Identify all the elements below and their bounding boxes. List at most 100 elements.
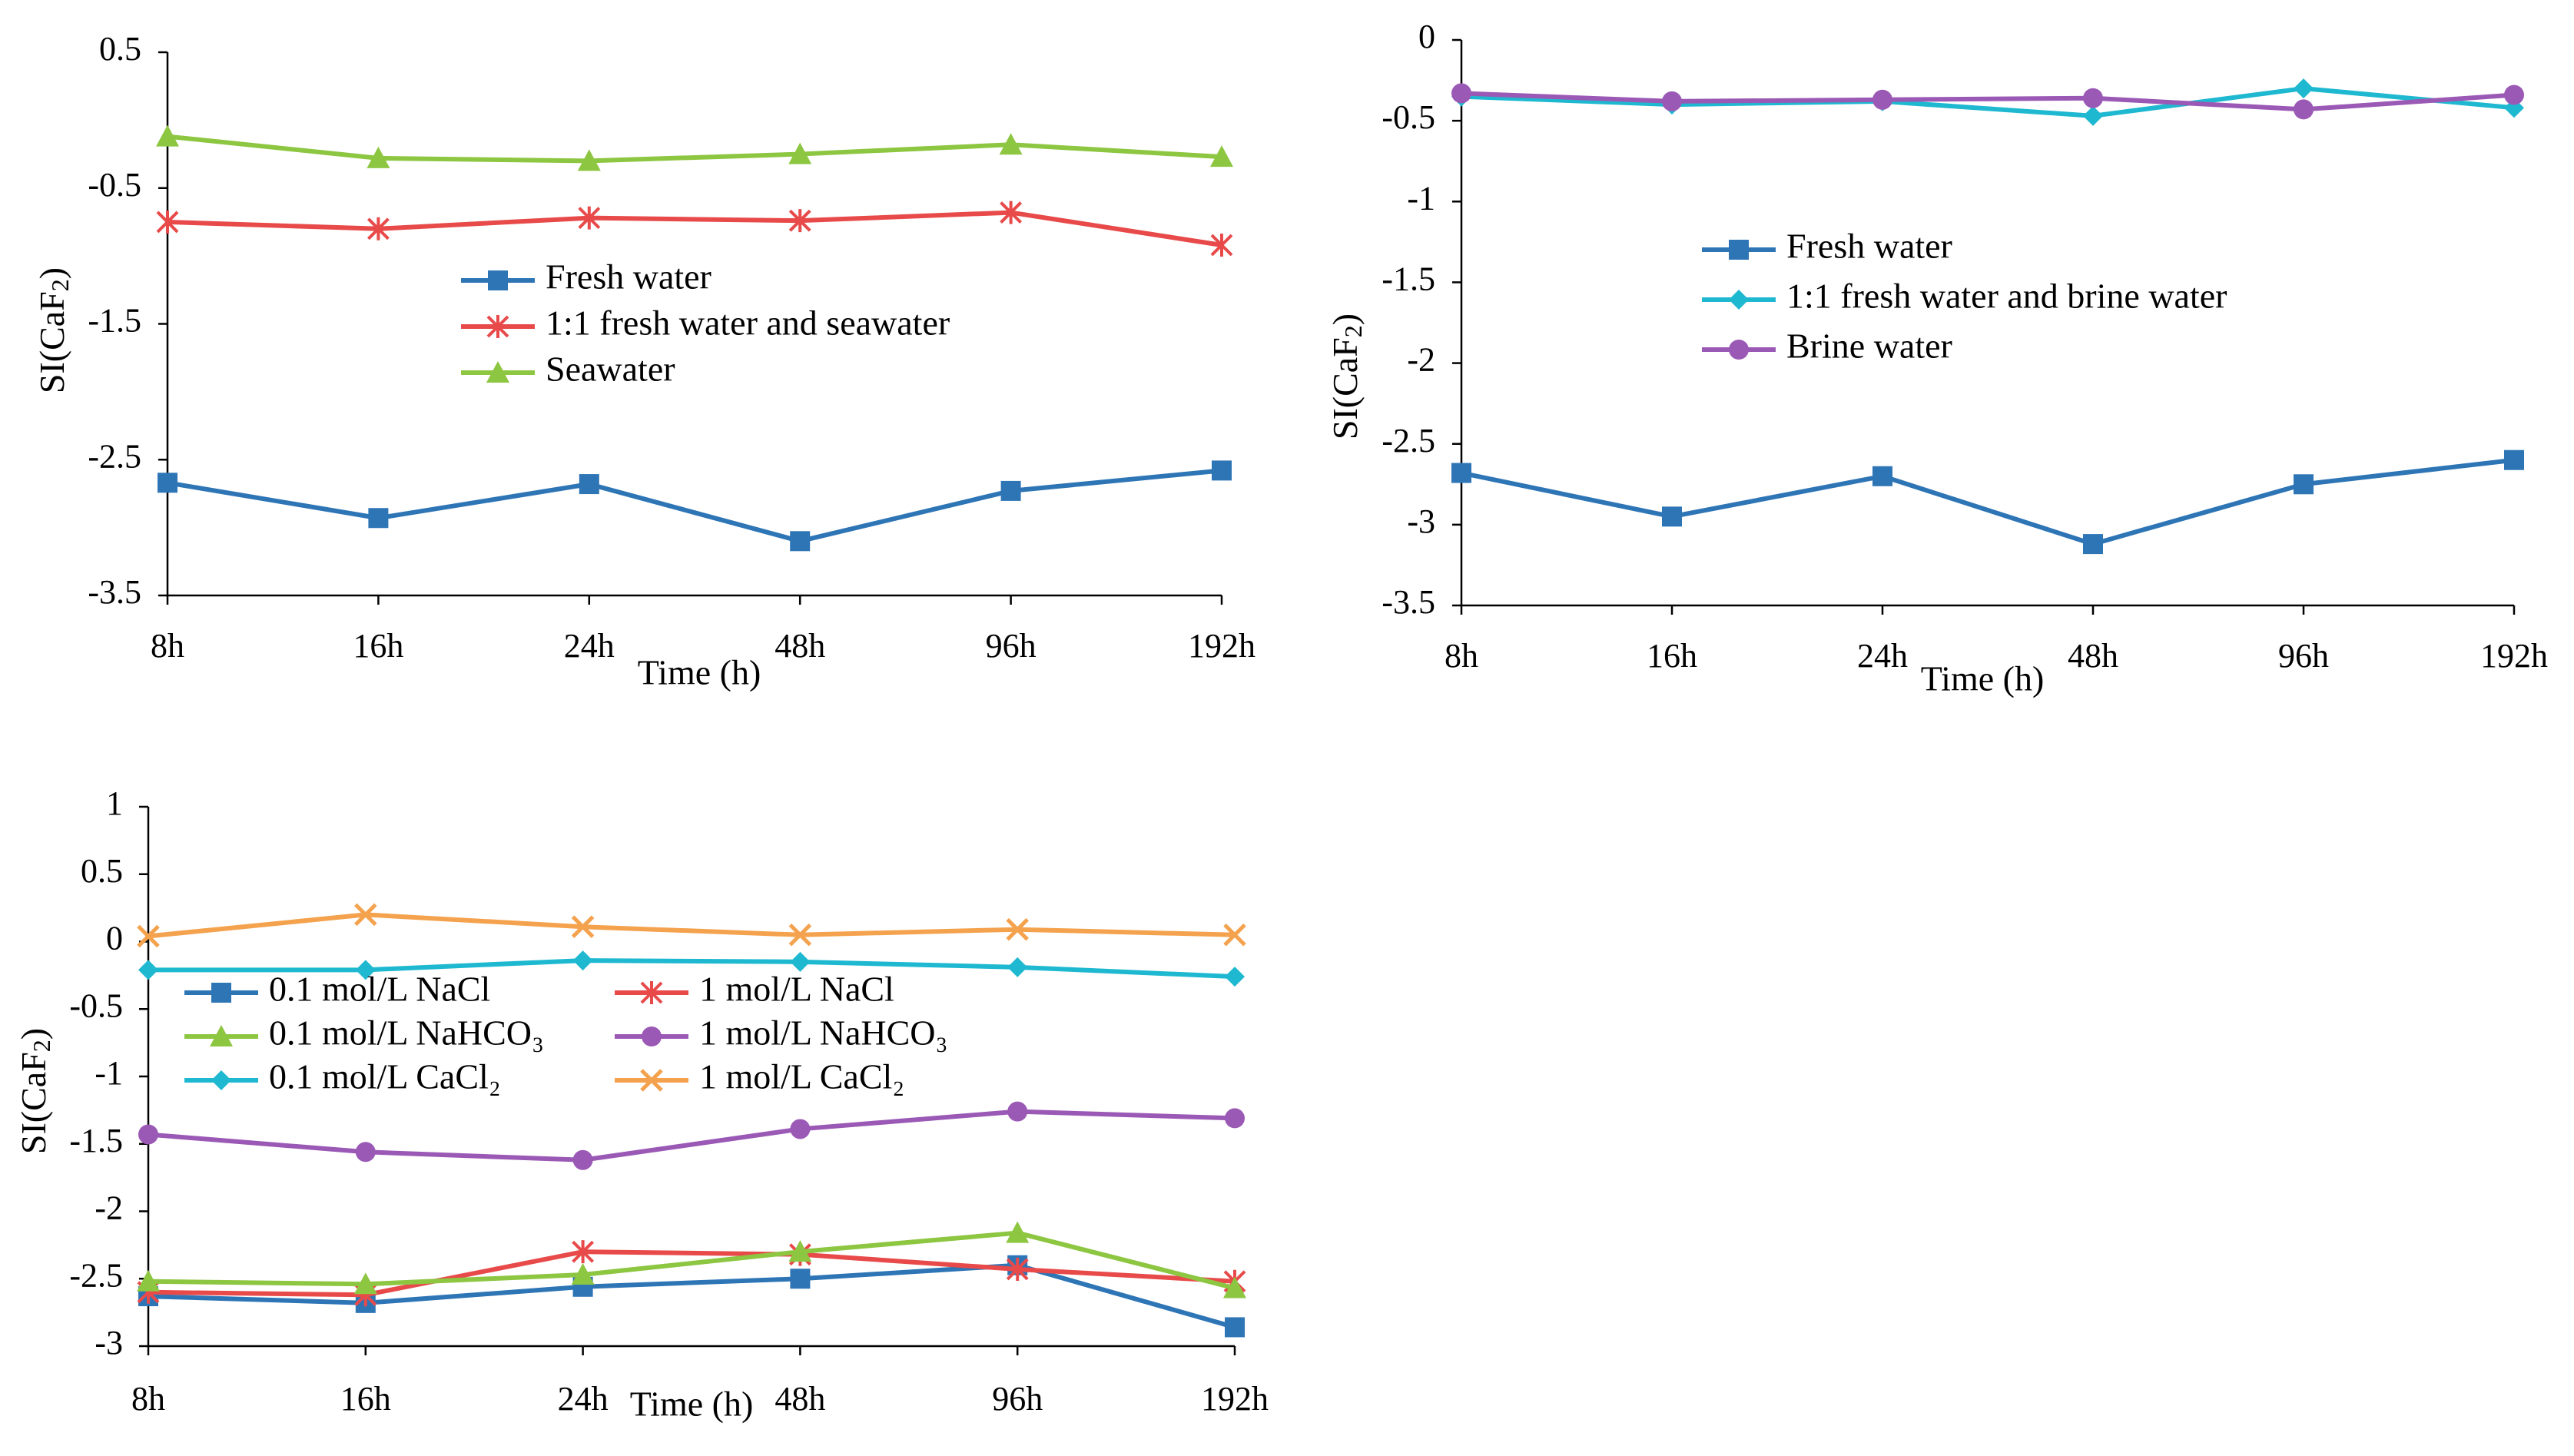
y-axis-label: SI(CaF2) [32,267,75,393]
legend-swatch-marker [1729,240,1749,260]
data-point [354,903,377,927]
x-tick-label: 96h [2278,637,2329,675]
legend-label: 1 mol/L NaHCO₃ [699,1013,948,1053]
y-axis-label: SI(CaF2) [14,1028,56,1154]
legend-label: 0.1 mol/L CaCl₂ [269,1057,501,1096]
legend-entry: 0.1 mol/L NaCl [184,970,490,1009]
series-line [167,210,1222,247]
series-line [148,1109,1236,1162]
data-point [2083,105,2103,126]
data-point [572,950,593,971]
data-point [1223,923,1246,947]
x-tick-label: 192h [2480,637,2548,675]
x-tick-label: 192h [1201,1380,1269,1418]
legend-entry: Fresh water [1702,227,1952,266]
series-line [148,958,1236,980]
x-tick-label: 96h [986,627,1037,665]
y-tick-label: -2.5 [1382,422,1435,459]
data-point [1662,506,1682,527]
data-point [367,146,390,168]
series-1 [158,460,1232,552]
y-tick-label: 1 [106,784,123,822]
legend-swatch-marker [1729,340,1749,360]
data-point [571,1262,595,1285]
x-tick-label: 8h [131,1380,165,1418]
data-point [578,206,601,230]
data-point [1451,83,1471,104]
x-tick-label: 8h [1445,637,1478,675]
data-point [353,1272,377,1295]
legend-label: 1 mol/L CaCl₂ [699,1057,904,1096]
data-point [572,1240,595,1264]
legend-label: Fresh water [546,257,711,297]
data-point [1872,89,1892,110]
data-point [1225,1108,1245,1129]
series-3 [1451,83,2524,120]
series-line [167,468,1222,544]
series-3 [156,124,1233,171]
series-line [148,1249,1236,1298]
chart-2: 0 -0.5 -1 -1.5 -2 -2.5 -3 -3.5 8h 16h 24h 48h 96h 192… [1325,18,2548,698]
y-tick-label: -0.5 [88,166,141,204]
data-point [367,217,390,240]
data-point [368,508,389,529]
data-point [2294,474,2314,495]
data-point [138,960,158,980]
legend-label: Brine water [1786,327,1952,366]
data-point [158,473,177,493]
data-point [1225,967,1245,987]
y-tick-label: 0.5 [81,852,123,890]
y-axis-label-close: ) [1325,313,1365,325]
legend-entry: Brine water [1702,327,1952,366]
legend-entry: 0.1 mol/L CaCl₂ [184,1057,501,1096]
legend-label: 0.1 mol/L NaHCO₃ [269,1013,544,1053]
x-tick-label: 192h [1188,627,1255,665]
data-point [788,209,811,233]
y-tick-label: -0.5 [1382,98,1435,136]
data-point [1007,957,1028,977]
data-point [137,1269,160,1292]
x-tick-label: 24h [558,1380,609,1418]
data-point [1225,1317,1245,1338]
series-6 [137,903,1246,948]
series-2 [1451,78,2524,126]
x-tick-label: 24h [564,627,615,665]
y-axis-label: SI(CaF2) [1325,313,1368,439]
y-tick-label: -3.5 [88,573,141,611]
y-axis-label-subscript: 2 [46,279,74,291]
data-point [1223,1276,1246,1298]
series-3 [137,1221,1246,1298]
data-point [788,923,812,947]
legend: 0.1 mol/L NaCl 1 mol/L NaCl 0.1 mol/L NaHC… [184,970,948,1096]
legend-entry: Seawater [461,350,675,389]
x-tick-label: 16h [353,627,403,665]
y-tick-label: -3 [95,1324,123,1361]
data-point [2504,85,2524,105]
data-point [790,531,811,552]
y-tick-label: -2 [95,1189,123,1227]
legend-swatch-marker [210,1025,233,1046]
y-tick-label: 0 [106,920,123,957]
legend-entry: Fresh water [461,257,711,297]
legend-swatch-marker [1729,290,1749,310]
series-line [1461,86,2515,118]
data-point [2294,78,2314,99]
data-point [579,474,599,495]
series-1 [1451,449,2524,555]
data-point [2083,88,2103,108]
y-axis-label-close: ) [32,267,71,279]
legend-entry: 1:1 fresh water and brine water [1702,277,2227,316]
chart-3: 1 0.5 0 -0.5 -1 -1.5 -2 -2.5 -38h 16h 24h 48h 96h 192… [14,784,1269,1423]
data-point [788,142,812,164]
series-5 [138,950,1245,987]
data-point [1210,233,1233,257]
y-tick-label: -2 [1407,341,1435,379]
y-axis-label-main: SI(CaF [1325,337,1365,439]
data-point [1872,466,1892,486]
data-point [1000,480,1021,501]
data-point [788,1240,812,1262]
legend-swatch-marker [486,315,509,338]
legend-label: Fresh water [1786,227,1952,266]
legend-label: 0.1 mol/L NaCl [269,970,490,1009]
